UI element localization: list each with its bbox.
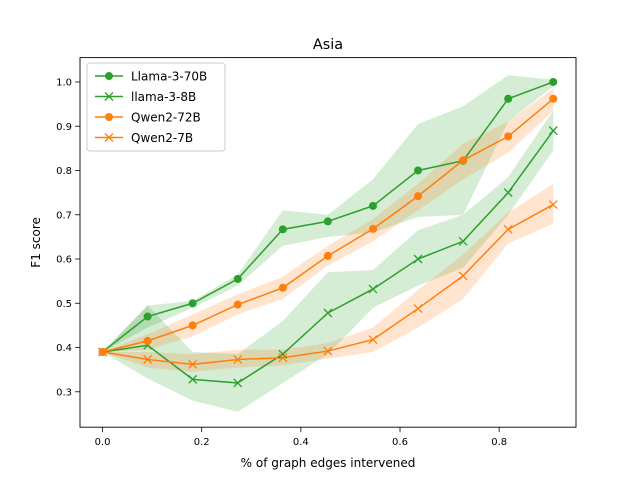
point-qwen2-7b [548, 200, 558, 210]
y-tick-label: 0.3 [56, 387, 72, 398]
point-qwen2-72b [504, 132, 513, 141]
point-llama-3-8b [368, 284, 378, 294]
x-axis: 0.0 0.2 0.4 0.6 0.8 [95, 427, 507, 448]
point-qwen2-7b [233, 355, 243, 364]
point-qwen2-72b [459, 156, 468, 165]
point-qwen2-7b [503, 224, 513, 234]
point-llama-3-70b [414, 166, 423, 175]
band-qwen2-7b [102, 183, 554, 372]
chart-title: Asia [313, 37, 343, 53]
x-tick-label: 0.4 [293, 437, 309, 448]
x-tick-label: 0.6 [392, 437, 408, 448]
y-tick-label: 0.6 [56, 255, 72, 266]
point-qwen2-7b [188, 359, 198, 369]
series-markers [98, 77, 558, 388]
point-llama-3-70b [323, 217, 332, 226]
point-llama-3-70b [368, 201, 377, 210]
legend-label: Qwen2-72B [131, 110, 201, 124]
point-llama-3-70b [278, 225, 287, 234]
point-llama-3-8b [323, 308, 333, 318]
x-tick-label: 0.8 [491, 437, 507, 448]
y-tick-label: 1.0 [56, 78, 72, 89]
y-tick-label: 0.8 [56, 166, 72, 177]
point-qwen2-72b [278, 283, 287, 292]
point-llama-3-70b [504, 94, 513, 103]
point-qwen2-72b [368, 224, 377, 233]
legend-label: Qwen2-7B [131, 131, 193, 145]
y-tick-label: 0.5 [56, 299, 72, 310]
legend-marker [104, 133, 114, 142]
legend: Llama-3-70B llama-3-8B Qwen2-72B Qwen2-7B [86, 62, 226, 152]
point-qwen2-72b [188, 321, 197, 330]
point-llama-3-70b [233, 274, 242, 283]
point-qwen2-7b [98, 347, 108, 357]
point-qwen2-72b [143, 336, 152, 345]
point-llama-3-8b [548, 126, 558, 136]
point-llama-3-8b [188, 374, 198, 384]
x-axis-label: % of graph edges intervened [241, 456, 416, 470]
point-qwen2-7b [458, 271, 468, 281]
point-llama-3-8b [503, 188, 513, 198]
point-qwen2-7b [143, 355, 153, 364]
legend-box [86, 62, 226, 152]
x-tick-label: 0.0 [95, 437, 111, 448]
point-qwen2-7b [368, 335, 378, 345]
band-llama-3-70b [102, 75, 554, 352]
point-llama-3-70b [549, 77, 558, 86]
point-llama-3-8b [413, 254, 423, 264]
point-llama-3-8b [278, 349, 288, 359]
x-tick-label: 0.2 [194, 437, 210, 448]
y-axis-label: F1 score [29, 217, 43, 268]
y-tick-label: 0.7 [56, 210, 72, 221]
y-tick-label: 0.4 [56, 343, 72, 354]
point-qwen2-7b [413, 304, 423, 314]
legend-marker [104, 92, 114, 101]
plot-frame [79, 57, 577, 428]
legend-label: Llama-3-70B [131, 69, 207, 83]
point-qwen2-72b [233, 300, 242, 309]
legend-marker [105, 113, 113, 121]
point-llama-3-8b [458, 236, 468, 246]
point-llama-3-70b [188, 299, 197, 308]
point-llama-3-70b [143, 312, 152, 321]
point-qwen2-7b [278, 353, 288, 363]
point-qwen2-72b [414, 192, 423, 201]
point-qwen2-7b [323, 346, 333, 356]
point-llama-3-8b [233, 378, 243, 388]
y-tick-label: 0.9 [56, 122, 72, 133]
point-qwen2-72b [549, 94, 558, 103]
point-qwen2-72b [323, 251, 332, 260]
legend-label: llama-3-8B [131, 90, 196, 104]
legend-marker [105, 72, 113, 80]
y-axis: 0.3 0.4 0.5 0.6 0.7 0.8 0.9 1.0 [56, 78, 80, 398]
